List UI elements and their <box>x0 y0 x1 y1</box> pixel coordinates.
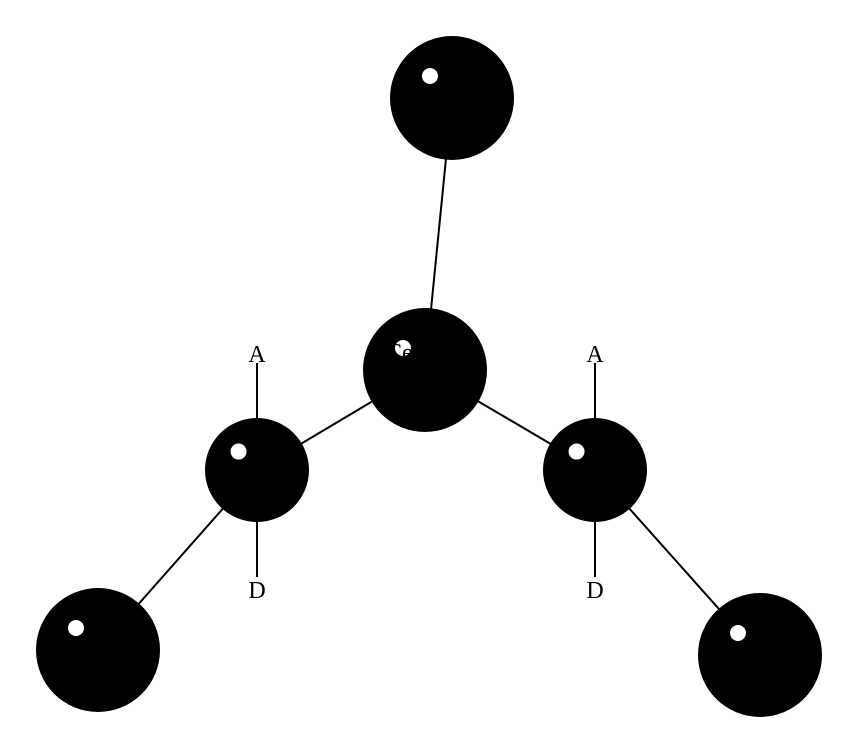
node-top-highlight <box>422 68 438 84</box>
molecule-diagram: A A D D Center <box>0 0 851 736</box>
label-2: D <box>248 578 265 604</box>
node-top <box>390 36 514 160</box>
node-bottom_right-highlight <box>730 625 746 641</box>
node-bottom_left-body <box>36 588 160 712</box>
node-center-body <box>363 308 487 432</box>
node-top-body <box>390 36 514 160</box>
node-mid_left <box>205 418 309 522</box>
node-bottom_right <box>698 593 822 717</box>
node-mid_left-highlight <box>231 444 247 460</box>
label-1: A <box>586 342 604 368</box>
node-center <box>363 308 487 432</box>
node-bottom_left-highlight <box>68 620 84 636</box>
node-mid_right-body <box>543 418 647 522</box>
nodes-layer <box>36 36 822 717</box>
node-mid_right-highlight <box>569 444 585 460</box>
label-3: D <box>586 578 603 604</box>
node-bottom_right-body <box>698 593 822 717</box>
node-mid_right <box>543 418 647 522</box>
label-0: A <box>248 342 266 368</box>
node-mid_left-body <box>205 418 309 522</box>
node-bottom_left <box>36 588 160 712</box>
label-4: Center <box>386 340 450 366</box>
